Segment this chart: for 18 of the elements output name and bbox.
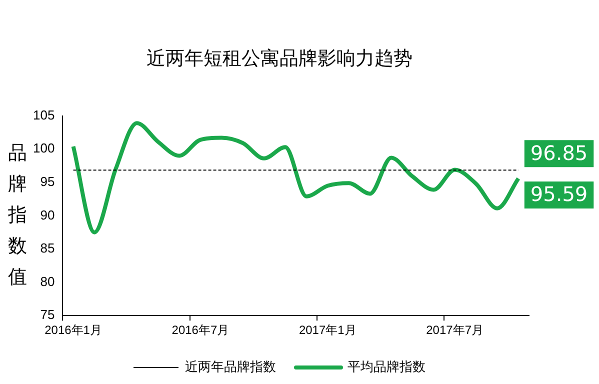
y-tick-label: 105: [32, 107, 55, 122]
x-tick-label: 2016年1月: [44, 323, 102, 338]
y-axis-title: 品牌指数值: [8, 141, 28, 290]
x-tick-label: 2016年7月: [172, 323, 230, 338]
y-tick-label: 90: [40, 207, 55, 222]
y-tick-label: 75: [40, 307, 55, 322]
line-series: [71, 121, 520, 234]
legend-label: 平均品牌指数: [348, 359, 426, 374]
y-tick-label: 100: [32, 140, 55, 156]
data-label: 96.85: [530, 140, 588, 165]
x-tick-label: 2017年1月: [298, 323, 356, 338]
y-tick-label: 95: [40, 174, 55, 189]
legend-label: 近两年品牌指数: [185, 359, 276, 374]
y-tick-label: 80: [40, 274, 55, 289]
chart-title: 近两年短租公寓品牌影响力趋势: [146, 47, 412, 70]
y-tick-label: 85: [40, 240, 55, 256]
data-label: 95.59: [530, 182, 588, 206]
x-tick-label: 2017年7月: [426, 323, 484, 338]
